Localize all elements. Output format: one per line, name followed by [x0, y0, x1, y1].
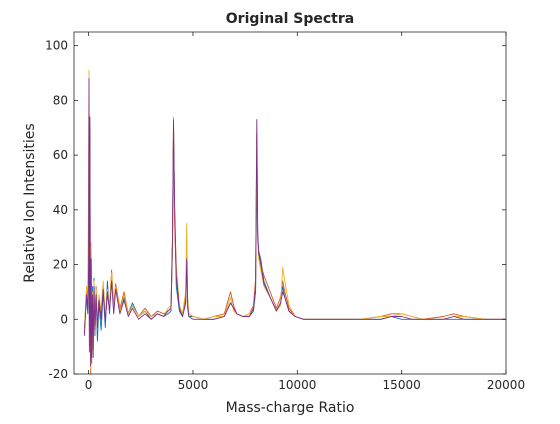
y-tick-label: 0 [60, 312, 68, 326]
y-tick-label: 20 [53, 258, 68, 272]
x-tick-label: 20000 [487, 378, 525, 392]
y-tick-label: 80 [53, 93, 68, 107]
y-tick-label: 100 [45, 39, 68, 53]
x-ticks: 0 5000 10000 15000 20000 [85, 32, 525, 392]
y-ticks: -20 0 20 40 60 80 100 [45, 39, 506, 381]
x-tick-label: 15000 [383, 378, 421, 392]
y-axis-title: Relative Ion Intensities [22, 123, 38, 282]
series-line-4 [83, 78, 506, 367]
axes-box [73, 31, 507, 375]
x-axis-title: Mass-charge Ratio [226, 400, 355, 416]
x-tick-label: 0 [85, 378, 93, 392]
x-tick-label: 5000 [178, 378, 209, 392]
series-layer [83, 69, 506, 375]
chart-title: Original Spectra [226, 11, 354, 27]
plot-area-background [74, 32, 506, 374]
y-tick-label: -20 [48, 367, 68, 381]
y-tick-label: 60 [53, 148, 68, 162]
y-tick-label: 40 [53, 203, 68, 217]
x-tick-label: 10000 [278, 378, 316, 392]
